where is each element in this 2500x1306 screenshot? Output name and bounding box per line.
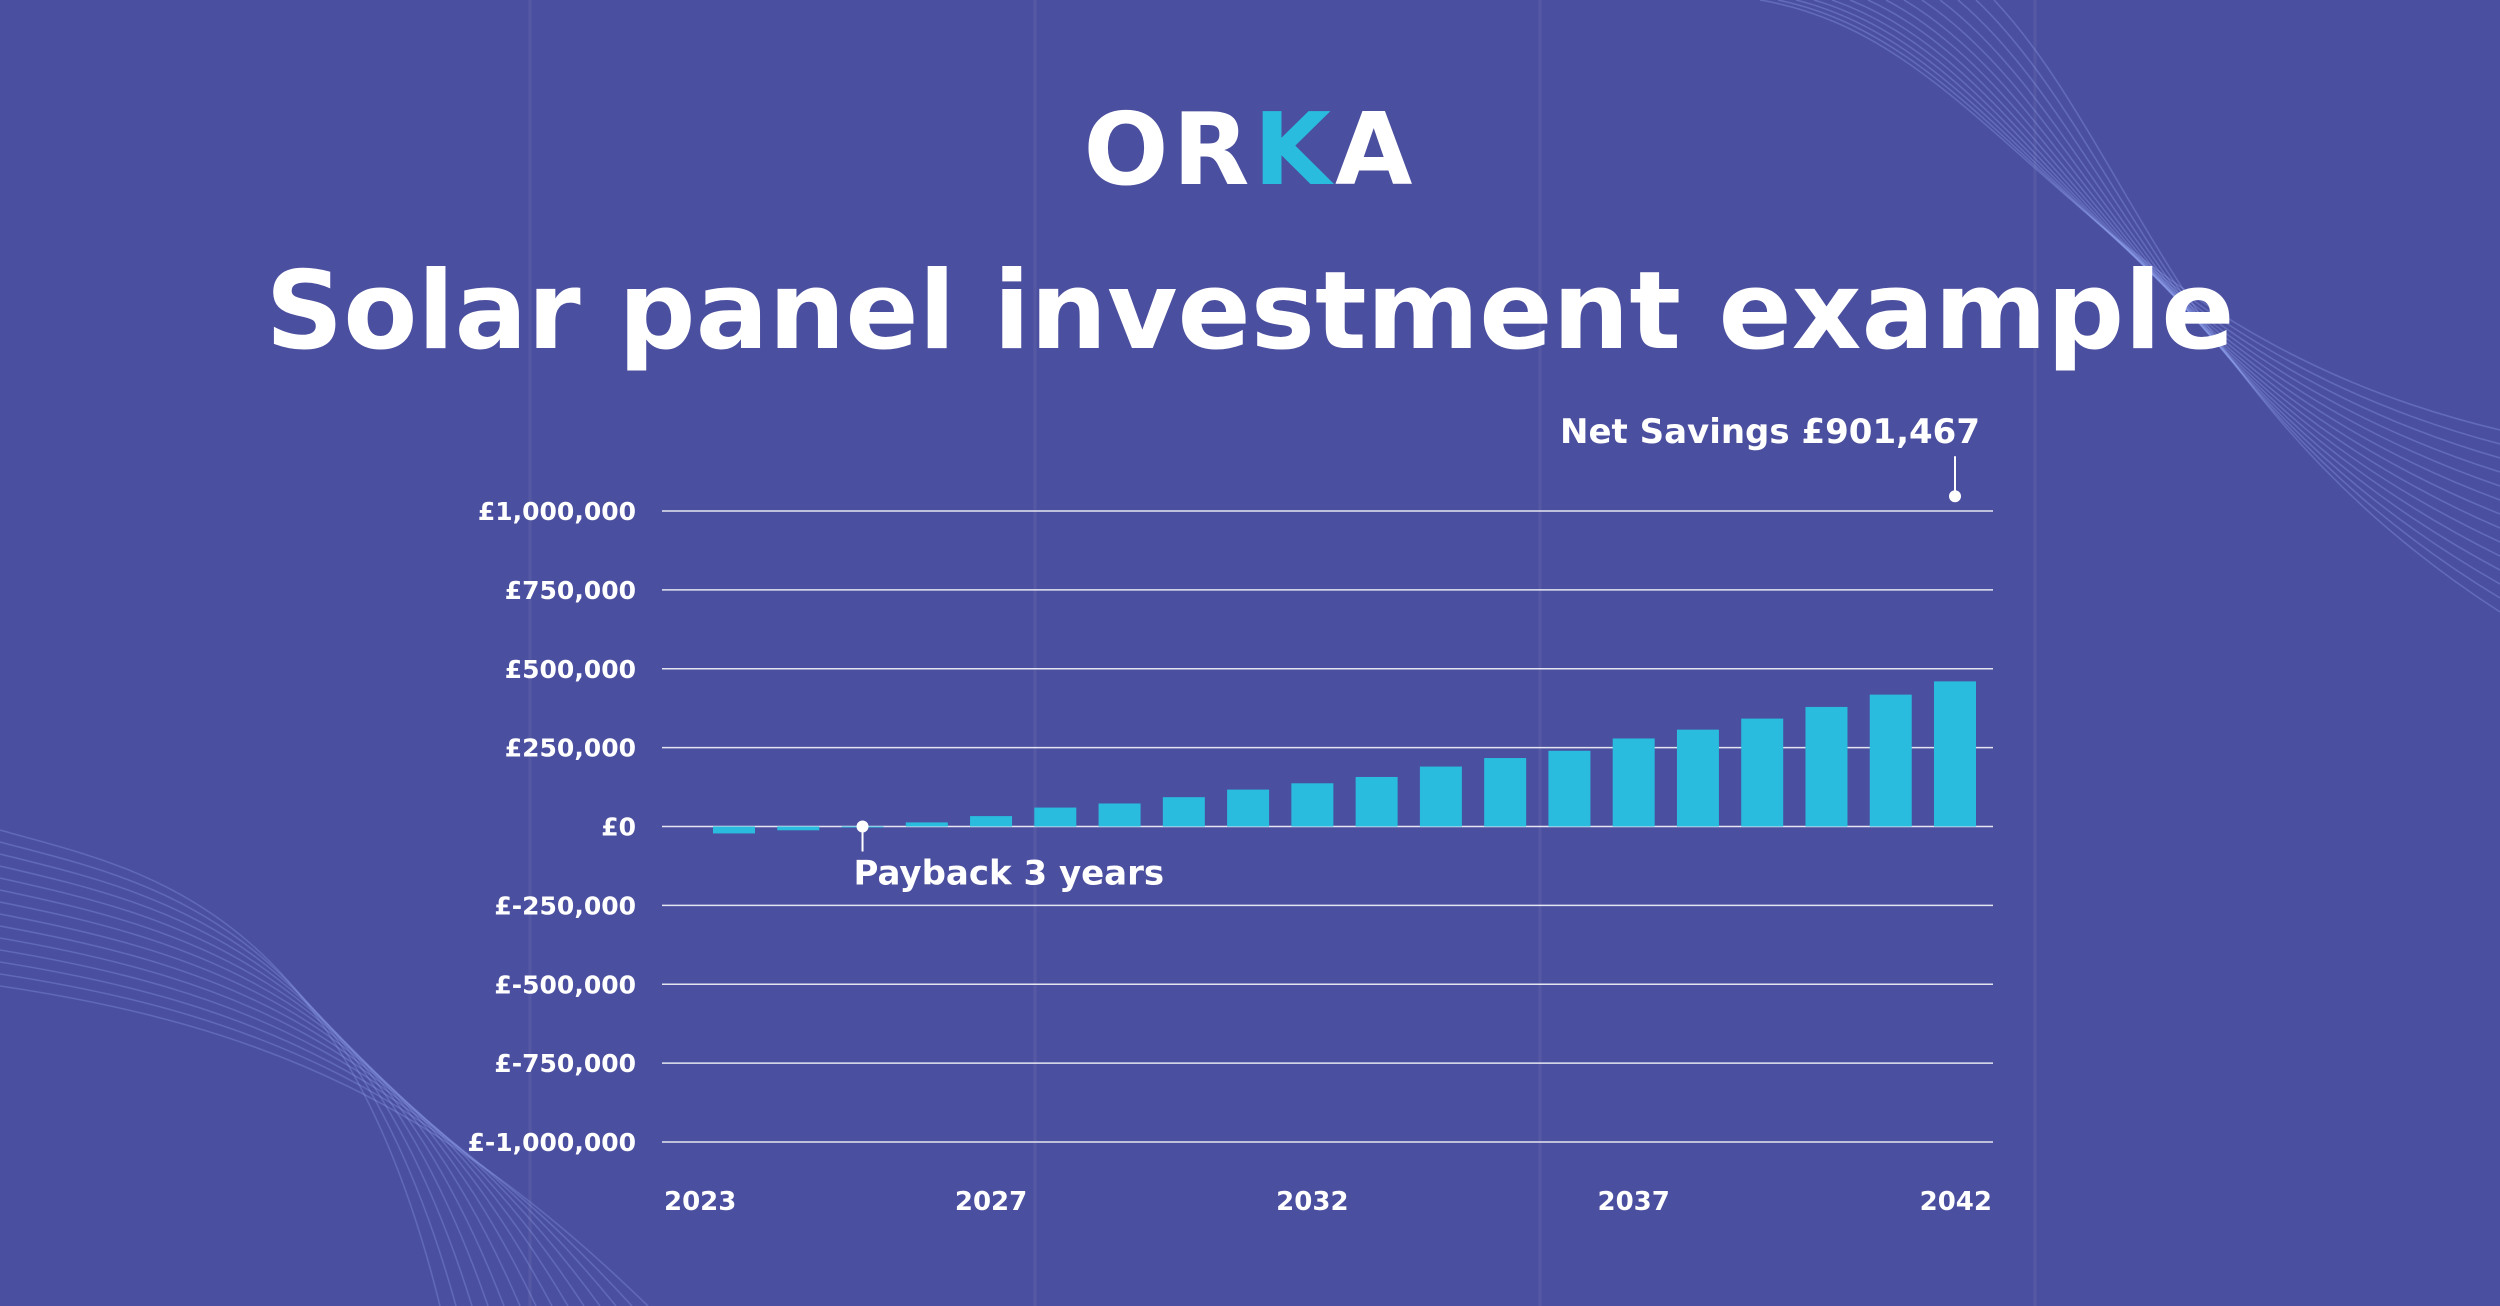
bar-2030 xyxy=(1162,797,1205,827)
bar-2032 xyxy=(1291,783,1334,827)
wave-line xyxy=(0,913,553,1306)
wave-line xyxy=(1903,0,2500,543)
y-tick-label: £-750,000 xyxy=(494,1049,636,1078)
wave-line xyxy=(1975,0,2500,599)
x-tick-label: 2042 xyxy=(1920,1187,1992,1217)
y-tick-label: £500,000 xyxy=(505,655,636,684)
bar-2028 xyxy=(1034,807,1077,827)
bar-2024 xyxy=(777,826,820,831)
bar-2035 xyxy=(1484,758,1527,827)
chart-gridlines xyxy=(662,510,1993,1143)
wave-line xyxy=(0,961,617,1306)
wave-line xyxy=(1993,0,2500,613)
wave-line xyxy=(0,877,505,1306)
bar-2038 xyxy=(1676,729,1719,827)
wave-line xyxy=(0,973,633,1306)
wave-line xyxy=(1867,0,2500,515)
y-tick-label: £-250,000 xyxy=(494,891,636,920)
bar-2036 xyxy=(1548,750,1591,827)
wave-line xyxy=(1885,0,2500,529)
y-tick-label: £-500,000 xyxy=(494,970,636,999)
logo-part-a: A xyxy=(1335,91,1417,208)
y-tick-label: £0 xyxy=(601,813,636,842)
wave-line xyxy=(0,985,649,1306)
annotation-label: Payback 3 years xyxy=(854,854,1165,894)
wave-line xyxy=(1777,0,2500,445)
wave-line xyxy=(1957,0,2500,585)
wave-line xyxy=(0,829,441,1306)
y-tick-label: £750,000 xyxy=(505,576,636,605)
page-title: Solar panel investment example xyxy=(265,249,2235,374)
bar-2041 xyxy=(1869,694,1912,827)
wave-line xyxy=(0,901,537,1306)
wave-line xyxy=(0,889,521,1306)
logo-part-k: K xyxy=(1253,91,1336,208)
bar-2026 xyxy=(905,822,948,827)
chart-bars xyxy=(713,681,1976,834)
wave-line xyxy=(0,865,489,1306)
wave-line xyxy=(0,841,457,1306)
x-tick-label: 2027 xyxy=(955,1187,1027,1217)
bar-2034 xyxy=(1419,766,1462,827)
bar-2037 xyxy=(1612,738,1655,827)
wave-line xyxy=(1831,0,2500,487)
wave-line xyxy=(0,925,569,1306)
y-tick-label: £1,000,000 xyxy=(478,497,636,526)
wave-line xyxy=(1795,0,2500,459)
bar-2042 xyxy=(1934,681,1976,827)
y-axis-ticks: £1,000,000 £750,000 £500,000 £250,000 £0 £-25… xyxy=(467,497,636,1157)
net-savings-annotation: Net Savings £901,467 xyxy=(1560,412,1980,503)
bar-2039 xyxy=(1741,718,1784,827)
bar-2023 xyxy=(713,826,755,834)
wave-line xyxy=(1921,0,2500,557)
chart-annotations: Net Savings £901,467 Payback 3 years xyxy=(854,412,1980,893)
annotation-label: Net Savings £901,467 xyxy=(1560,412,1980,452)
y-tick-label: £250,000 xyxy=(505,734,636,763)
bar-2040 xyxy=(1805,706,1848,827)
wave-line xyxy=(1849,0,2500,501)
wave-line xyxy=(0,853,473,1306)
bar-2031 xyxy=(1227,789,1270,827)
x-tick-label: 2023 xyxy=(664,1187,736,1217)
wave-line xyxy=(1759,0,2500,431)
wave-line xyxy=(1939,0,2500,571)
bar-2027 xyxy=(970,816,1013,827)
payback-annotation: Payback 3 years xyxy=(854,820,1165,894)
bar-2033 xyxy=(1355,776,1398,827)
wave-line xyxy=(0,937,585,1306)
x-tick-label: 2032 xyxy=(1276,1187,1348,1217)
x-tick-label: 2037 xyxy=(1597,1187,1669,1217)
x-axis-ticks: 2023 2027 2032 2037 2042 xyxy=(664,1187,1992,1217)
orka-logo: ORKA xyxy=(0,100,2500,200)
wave-line xyxy=(1813,0,2500,473)
bar-2029 xyxy=(1098,803,1141,827)
wave-line xyxy=(0,949,601,1306)
y-tick-label: £-1,000,000 xyxy=(467,1128,636,1157)
logo-part-or: OR xyxy=(1083,91,1254,208)
